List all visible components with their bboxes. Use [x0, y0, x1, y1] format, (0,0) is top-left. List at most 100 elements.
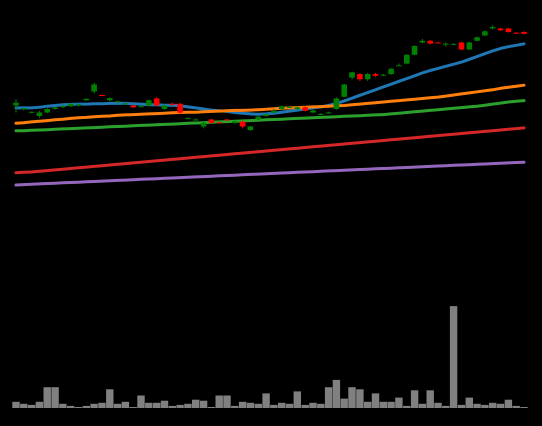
- candle-body-33: [271, 110, 277, 113]
- candle-body-49: [396, 65, 402, 67]
- candle-body-26: [216, 122, 222, 124]
- volume-bar-0: [12, 401, 20, 408]
- volume-bar-61: [489, 402, 497, 408]
- volume-bar-34: [278, 402, 286, 408]
- moving-average-line-1: [14, 42, 526, 116]
- volume-bar-9: [82, 405, 90, 408]
- volume-bar-1: [20, 403, 28, 408]
- candle-body-43: [349, 72, 355, 78]
- volume-bar-16: [137, 395, 145, 408]
- volume-bars: [12, 306, 528, 408]
- volume-bar-7: [67, 405, 75, 408]
- volume-bar-47: [379, 401, 387, 408]
- volume-bar-23: [192, 399, 200, 408]
- candle-body-9: [83, 98, 90, 101]
- moving-average-line-4: [14, 126, 526, 175]
- volume-bar-5: [51, 387, 59, 408]
- volume-bar-52: [418, 403, 427, 408]
- candle-body-15: [130, 105, 136, 108]
- candle-body-8: [75, 104, 82, 106]
- candle-body-12: [107, 98, 113, 101]
- volume-bar-65: [520, 407, 528, 408]
- volume-bar-50: [403, 405, 411, 408]
- volume-bar-57: [457, 404, 466, 408]
- moving-average-line-3: [14, 99, 526, 133]
- candle-body-56: [450, 43, 457, 45]
- candle-body-54: [435, 42, 441, 44]
- volume-bar-6: [59, 403, 67, 408]
- volume-bar-2: [27, 404, 36, 408]
- candle-body-11: [99, 95, 105, 96]
- candle-body-22: [185, 118, 191, 120]
- volume-bar-17: [145, 402, 153, 408]
- volume-bar-36: [293, 391, 301, 408]
- candle-body-42: [341, 84, 347, 97]
- candle-body-53: [427, 40, 433, 44]
- candle-body-28: [232, 121, 238, 124]
- candle-body-35: [286, 106, 293, 108]
- volume-bar-56: [449, 306, 458, 408]
- volume-bar-3: [35, 401, 44, 408]
- volume-bar-63: [504, 399, 513, 408]
- candle-body-59: [474, 37, 480, 41]
- candle-body-2: [28, 111, 35, 113]
- candle-body-31: [255, 116, 262, 120]
- candle-body-7: [67, 103, 74, 107]
- volume-bar-44: [356, 389, 364, 408]
- volume-bar-8: [74, 407, 83, 408]
- candle-body-21: [177, 103, 183, 113]
- candle-body-23: [192, 119, 199, 121]
- volume-bar-21: [176, 404, 184, 408]
- candle-body-27: [224, 119, 230, 121]
- volume-bar-31: [254, 403, 262, 408]
- candle-body-32: [263, 114, 269, 117]
- candle-body-34: [278, 106, 285, 109]
- candle-body-65: [521, 32, 527, 34]
- volume-bar-39: [317, 403, 325, 408]
- volume-bar-15: [129, 407, 137, 408]
- volume-bar-28: [231, 405, 239, 408]
- candle-body-38: [310, 110, 316, 113]
- candle-body-47: [380, 74, 387, 76]
- volume-bar-49: [395, 397, 403, 408]
- candle-body-64: [513, 32, 519, 34]
- volume-bar-64: [512, 405, 520, 408]
- candle-body-29: [239, 121, 246, 127]
- volume-bar-26: [215, 395, 223, 408]
- candle-body-5: [52, 107, 58, 109]
- volume-bar-27: [223, 395, 231, 408]
- volume-bar-24: [199, 400, 208, 408]
- candle-body-52: [419, 40, 426, 43]
- candle-body-3: [36, 112, 43, 116]
- candle-body-24: [200, 123, 207, 127]
- candle-body-51: [411, 46, 418, 55]
- volume-bar-42: [340, 398, 348, 408]
- volume-bar-33: [270, 404, 278, 408]
- candle-body-18: [153, 98, 160, 106]
- volume-bar-58: [465, 397, 473, 408]
- candle-body-50: [404, 54, 410, 64]
- volume-bar-62: [496, 403, 505, 408]
- volume-bar-4: [43, 387, 51, 408]
- volume-bar-11: [98, 402, 106, 408]
- candle-body-19: [161, 105, 168, 109]
- volume-bar-41: [332, 379, 341, 408]
- volume-bar-19: [160, 400, 169, 408]
- candle-body-1: [21, 108, 27, 110]
- candle-body-39: [318, 113, 324, 115]
- candle-body-25: [208, 119, 215, 123]
- volume-bar-29: [238, 401, 247, 408]
- candle-body-60: [482, 31, 488, 36]
- volume-bar-10: [90, 403, 98, 408]
- candle-body-62: [497, 28, 504, 31]
- candle-body-48: [388, 68, 394, 75]
- volume-bar-40: [324, 387, 333, 408]
- candle-body-61: [489, 27, 496, 29]
- volume-bar-55: [442, 405, 450, 408]
- moving-average-line-2: [14, 83, 526, 125]
- candle-body-10: [91, 84, 97, 92]
- candle-body-46: [372, 74, 379, 76]
- volume-bar-18: [153, 402, 161, 408]
